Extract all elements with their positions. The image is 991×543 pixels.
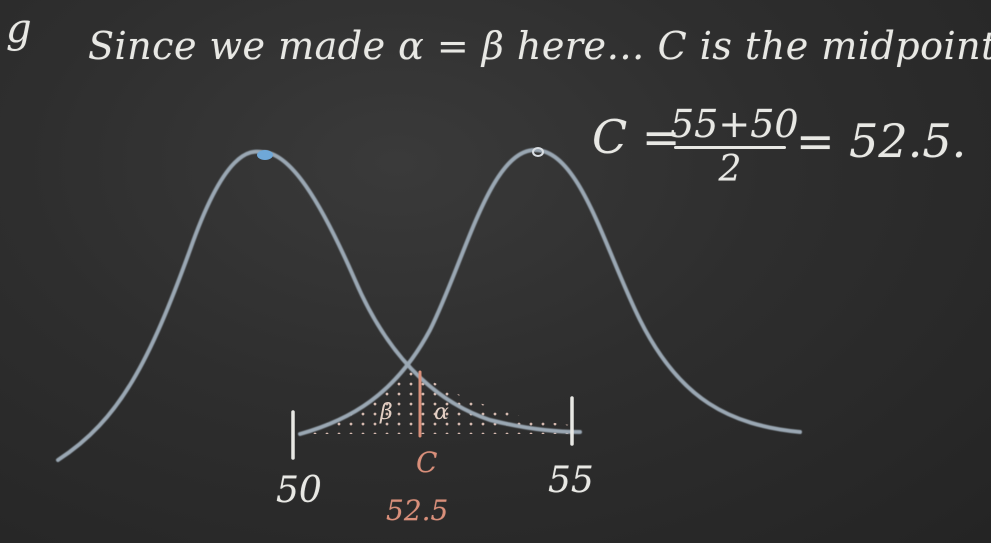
equation-lhs: C = [592,110,681,164]
midpoint-equation: C = 55+50 2 = 52.5. [592,104,982,194]
equation-rhs: = 52.5. [796,114,967,168]
right-normal-curve [298,147,802,436]
equation-denominator: 2 [718,149,742,190]
tick-label-55: 55 [548,460,594,501]
critical-value-letter: C [416,446,438,479]
margin-mark: g [6,6,33,52]
alpha-region-label: α [434,400,449,425]
left-peak-dot [257,150,273,160]
critical-value-number: 52.5 [386,494,449,527]
overlap-region-fill [300,368,570,434]
equation-numerator: 55+50 [670,102,799,146]
equation-fraction: 55+50 2 [670,102,799,190]
fraction-bar [674,146,786,149]
left-normal-curve [56,149,582,462]
right-peak-dot [532,147,544,157]
heading-text: Since we made α = β here… C is the midpo… [88,24,991,68]
tick-label-50: 50 [276,470,322,511]
beta-region-label: β [380,400,393,425]
